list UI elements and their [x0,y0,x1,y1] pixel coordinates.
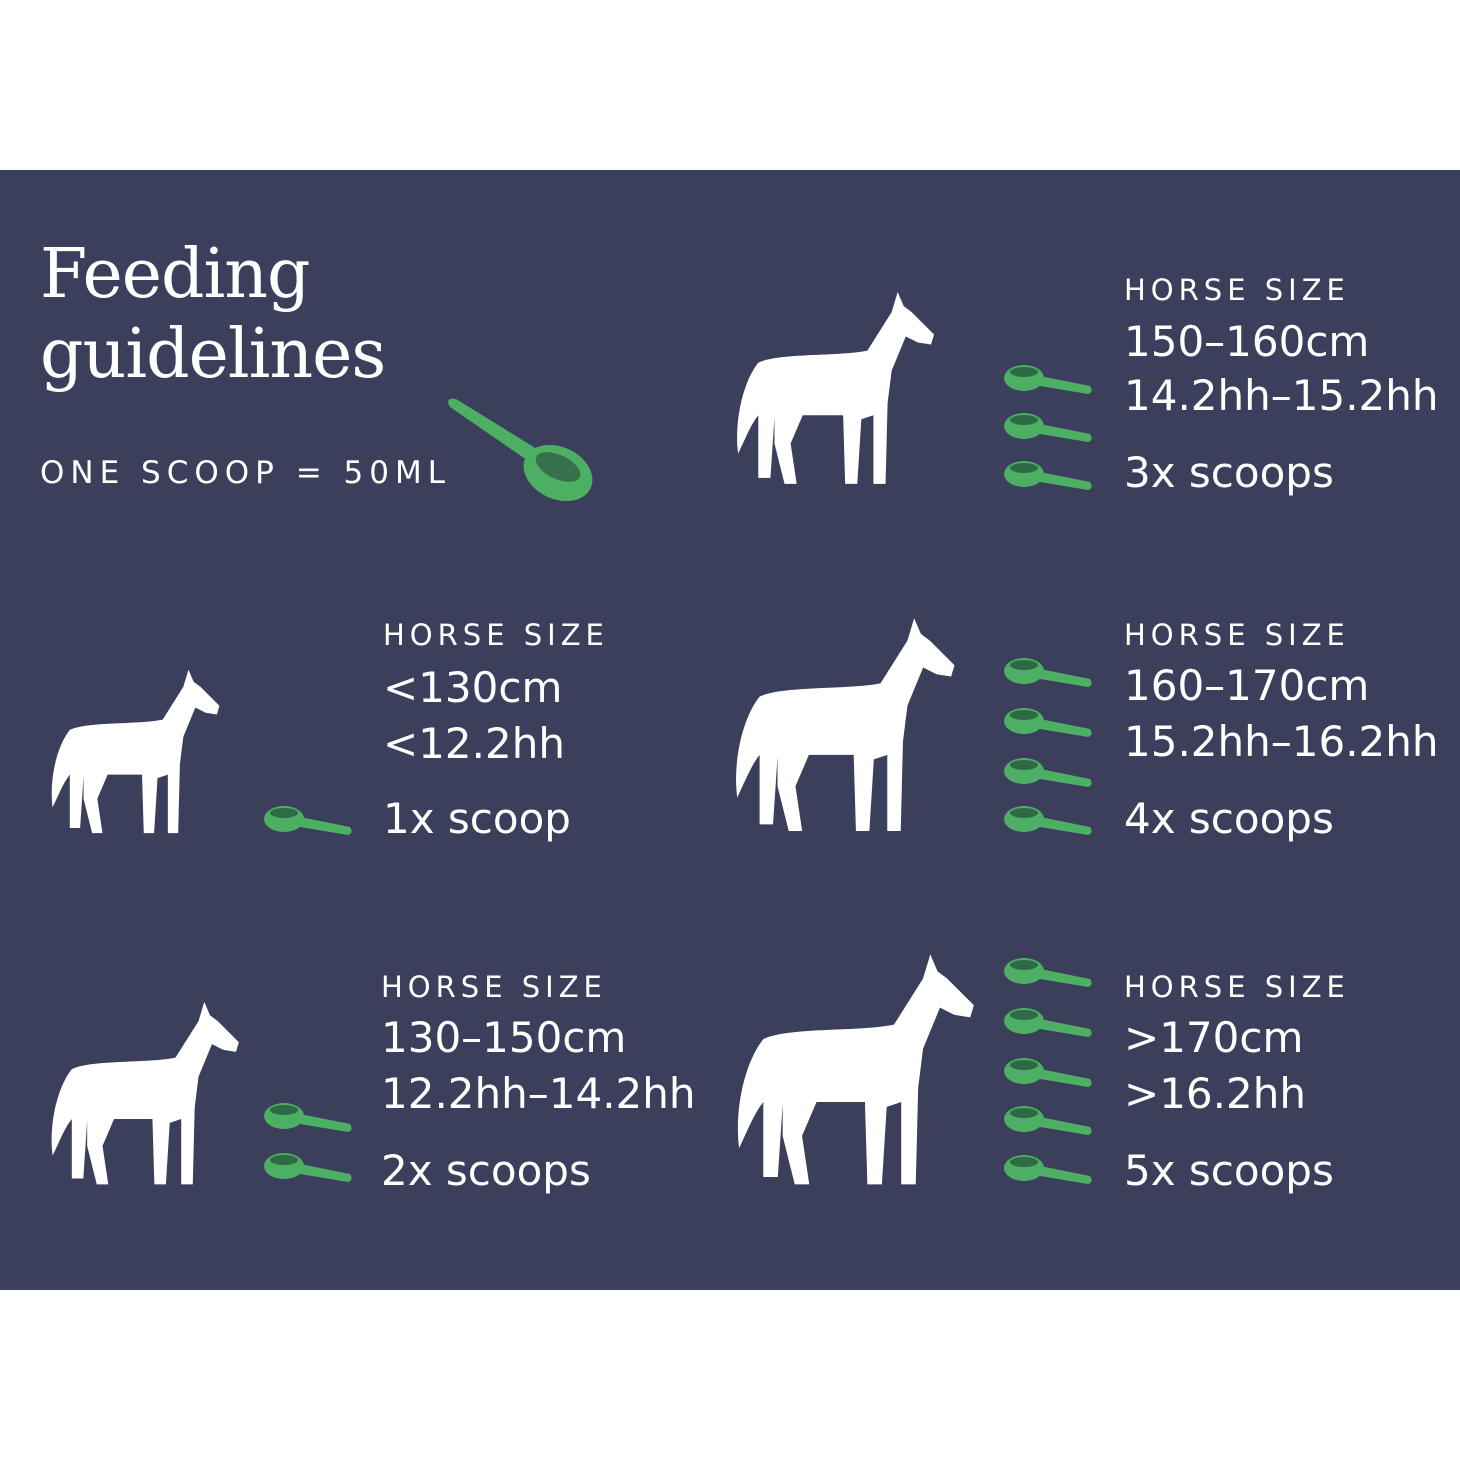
title-line-2: guidelines [40,315,386,394]
scoop-icon [1002,955,1094,995]
horse-size-label: HORSE SIZE [383,618,609,652]
scoop-quantity: 5x scoops [1124,1146,1334,1195]
size-cm: <130cm [383,663,563,712]
size-hh: 12.2hh–14.2hh [381,1069,696,1118]
size-cm: 150–160cm [1124,317,1370,366]
scoop-icon [1002,755,1094,795]
scoop-icon [1002,458,1094,498]
horse-icon [28,1000,250,1192]
scoop-volume-note: ONE SCOOP = 50ML [40,455,451,491]
horse-icon [30,668,230,840]
size-hh: >16.2hh [1124,1069,1306,1118]
scoop-icon [1002,803,1094,843]
scoop-icon [1002,1103,1094,1143]
size-hh: <12.2hh [383,719,565,768]
size-cm: 160–170cm [1124,661,1370,710]
scoop-icon [1002,705,1094,745]
horse-icon [710,952,986,1194]
size-hh: 14.2hh–15.2hh [1124,371,1439,420]
scoop-quantity: 3x scoops [1124,448,1334,497]
horse-size-label: HORSE SIZE [381,970,607,1004]
scoop-icon [1002,655,1094,695]
scoop-quantity: 4x scoops [1124,794,1334,843]
scoop-icon [262,803,354,843]
large-scoop-icon [448,398,593,502]
scoop-icon [1002,410,1094,450]
scoop-quantity: 1x scoop [383,794,571,843]
size-cm: >170cm [1124,1013,1304,1062]
feeding-guidelines-panel [0,170,1460,1290]
scoop-icon [1002,1152,1094,1192]
horse-size-label: HORSE SIZE [1124,970,1350,1004]
horse-size-label: HORSE SIZE [1124,273,1350,307]
title: Feeding guidelines [40,235,386,395]
scoop-icon [262,1100,354,1140]
scoop-icon [1002,362,1094,402]
size-cm: 130–150cm [381,1013,627,1062]
title-line-1: Feeding [40,235,311,314]
horse-size-label: HORSE SIZE [1124,618,1350,652]
horse-icon [714,290,944,492]
size-hh: 15.2hh–16.2hh [1124,717,1439,766]
horse-icon [712,616,964,840]
scoop-icon [262,1150,354,1190]
scoop-quantity: 2x scoops [381,1146,591,1195]
scoop-icon [1002,1005,1094,1045]
scoop-icon [1002,1055,1094,1095]
